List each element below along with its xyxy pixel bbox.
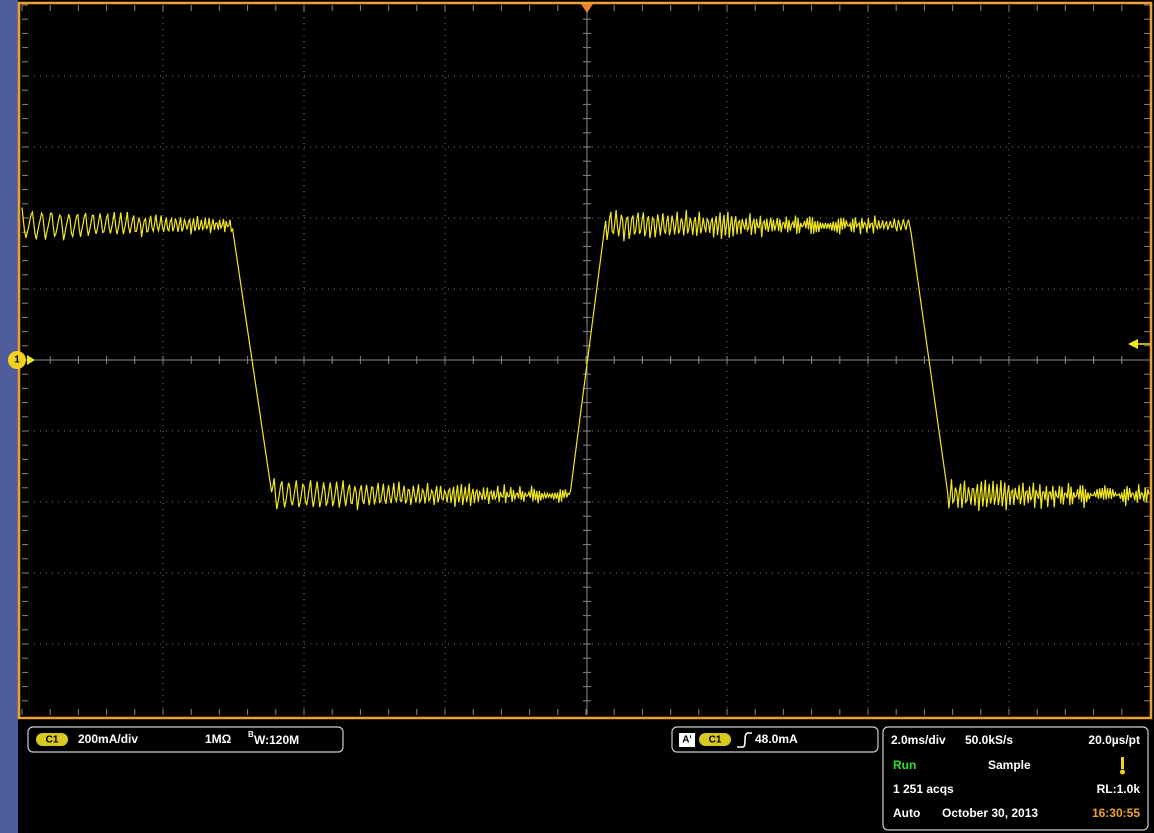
status-icon-dot [1120,769,1125,775]
channel-label: C1 [46,735,59,746]
channel-marker-arrow [27,355,35,365]
trigger-tag-bg [679,733,695,747]
side-strip [0,0,18,833]
channel-badge [36,733,68,746]
time: 16:30:55 [1092,806,1140,820]
waveform-trace [21,207,1150,512]
trigger-mode: Auto [893,806,920,820]
channel-marker-label: 1 [14,355,20,366]
status-icon [1121,757,1124,769]
channel-marker [8,351,26,369]
trigger-position-marker [581,4,593,13]
record-length: RL:1.0k [1097,782,1141,796]
trigger-level: 48.0mA [755,732,798,746]
rising-edge-icon [737,732,752,748]
graticule [21,4,1150,715]
acquisition-box[interactable] [882,726,1149,831]
impedance: 1MΩ [205,732,232,746]
bandwidth-prefix: B [248,730,254,739]
acquisition-count: 1 251 acqs [893,782,954,796]
date: October 30, 2013 [942,806,1038,820]
trigger-level-marker [1128,339,1138,349]
timebase: 2.0ms/div [891,733,946,747]
trigger-channel-badge [699,733,731,746]
vertical-scale: 200mA/div [78,732,138,746]
sample-rate: 50.0kS/s [965,733,1013,747]
bandwidth: W:120M [254,733,299,747]
trigger-source-tag: A' [682,735,692,746]
resolution: 20.0µs/pt [1088,733,1140,747]
acquisition-mode: Sample [988,758,1031,772]
run-state: Run [893,758,916,772]
trigger-channel: C1 [709,735,722,746]
channel-box[interactable] [27,726,344,753]
